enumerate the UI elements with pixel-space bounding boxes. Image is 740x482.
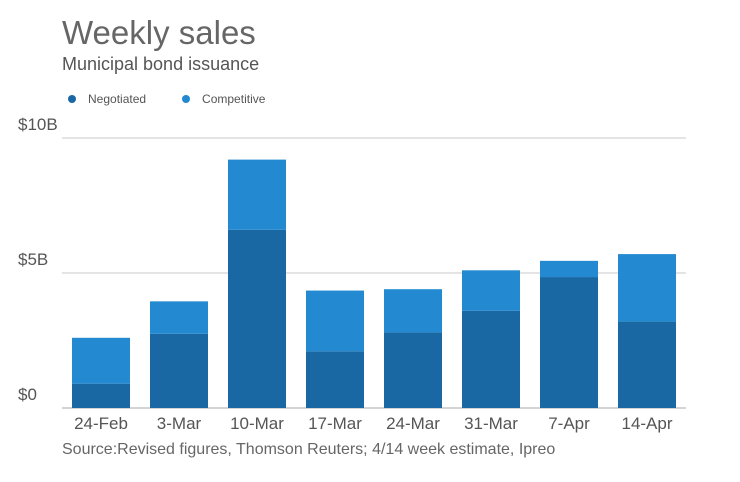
x-tick-label: 24-Mar <box>386 414 440 433</box>
bar-competitive <box>540 260 598 278</box>
legend-swatch-competitive <box>182 95 191 103</box>
x-tick-label: 17-Mar <box>308 414 362 433</box>
x-tick-label: 10-Mar <box>230 414 284 433</box>
x-tick-label: 14-Apr <box>621 414 672 433</box>
x-tick-label: 31-Mar <box>464 414 518 433</box>
legend-label-competitive: Competitive <box>202 92 266 106</box>
bar-competitive <box>150 301 208 334</box>
chart-legend: Negotiated Competitive <box>68 92 301 106</box>
bar-competitive <box>72 337 130 384</box>
chart-source: Source:Revised figures, Thomson Reuters;… <box>62 441 556 458</box>
bar-competitive <box>306 290 364 352</box>
bar-negotiated <box>150 333 208 408</box>
bar-competitive <box>462 270 520 311</box>
bar-negotiated <box>72 383 130 408</box>
y-tick-label: $5B <box>18 250 48 269</box>
bar-competitive <box>618 254 676 322</box>
y-tick-label: $10B <box>18 115 58 134</box>
x-tick-label: 3-Mar <box>157 414 202 433</box>
chart-subtitle: Municipal bond issuance <box>62 54 260 74</box>
legend-item-competitive: Competitive <box>182 92 265 106</box>
bar-negotiated <box>462 310 520 408</box>
bar-negotiated <box>618 321 676 408</box>
bar-negotiated <box>228 229 286 408</box>
y-tick-label: $0 <box>18 385 37 404</box>
x-tick-label: 7-Apr <box>548 414 590 433</box>
bar-competitive <box>384 289 442 333</box>
legend-swatch-negotiated <box>68 95 76 103</box>
chart-title: Weekly sales <box>62 14 256 51</box>
x-tick-label: 24-Feb <box>74 414 128 433</box>
bar-negotiated <box>384 332 442 408</box>
bar-negotiated <box>306 351 364 408</box>
legend-label-negotiated: Negotiated <box>88 92 147 106</box>
legend-item-negotiated: Negotiated <box>68 92 146 106</box>
bar-negotiated <box>540 277 598 408</box>
bar-competitive <box>228 159 286 230</box>
